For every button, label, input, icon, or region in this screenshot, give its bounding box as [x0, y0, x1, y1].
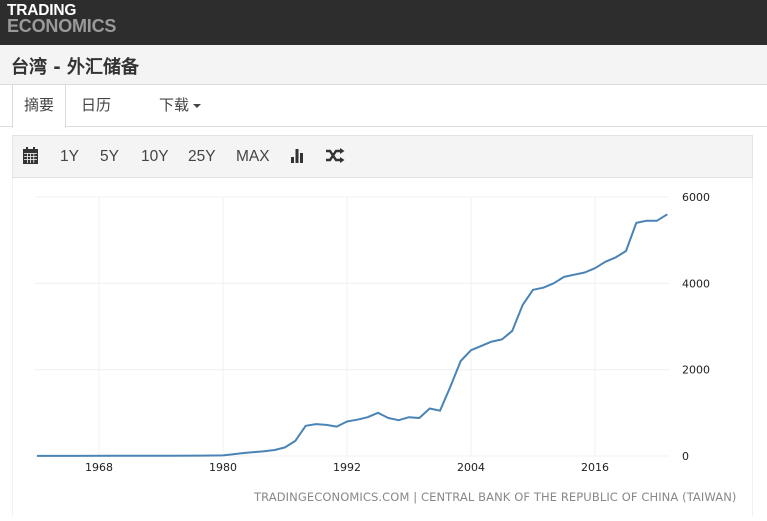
page-title: 台湾 - 外汇储备: [11, 57, 140, 78]
series-line: [37, 213, 668, 457]
compare-button[interactable]: [326, 148, 345, 164]
range-5y-button[interactable]: 5Y: [100, 148, 119, 165]
logo-line-1: TRADING: [7, 2, 77, 19]
y-tick-label: 2000: [682, 364, 710, 377]
tab-calendar-label: 日历: [81, 96, 112, 114]
logo-line-2: ECONOMICS: [7, 16, 117, 36]
shuffle-icon: [326, 148, 345, 163]
x-tick-label: 1992: [333, 461, 361, 474]
tab-summary-label: 摘要: [24, 96, 55, 114]
logo[interactable]: TRADING ECONOMICS: [7, 2, 117, 36]
x-tick-label: 2004: [457, 461, 485, 474]
calendar-icon: [23, 147, 38, 164]
bar-chart-icon: [291, 149, 303, 163]
source-attribution: TRADINGECONOMICS.COM | CENTRAL BANK OF T…: [254, 490, 737, 504]
x-tick-label: 1980: [209, 461, 237, 474]
range-25y-button[interactable]: 25Y: [188, 148, 216, 165]
x-tick-label: 1968: [85, 461, 113, 474]
y-tick-label: 4000: [682, 277, 710, 290]
title-bar: 台湾 - 外汇储备: [0, 45, 767, 85]
range-10y-button[interactable]: 10Y: [141, 148, 169, 165]
chart-toolbar: 1Y 5Y 10Y 25Y MAX: [12, 135, 753, 178]
line-chart[interactable]: 0 2000 4000 6000 1968 1980 1992 2004 2016: [13, 178, 754, 516]
tab-summary[interactable]: 摘要: [12, 85, 67, 128]
x-tick-label: 2016: [581, 461, 609, 474]
y-tick-label: 0: [682, 450, 689, 463]
top-navbar: TRADING ECONOMICS: [0, 0, 767, 45]
tab-download[interactable]: 下载: [159, 85, 202, 127]
range-1y-button[interactable]: 1Y: [60, 148, 79, 165]
tab-calendar[interactable]: 日历: [81, 85, 111, 127]
caret-down-icon: [193, 103, 202, 108]
calendar-button[interactable]: [23, 147, 38, 165]
chart-type-button[interactable]: [291, 149, 305, 165]
tab-download-label: 下载: [159, 96, 190, 114]
y-tick-label: 6000: [682, 191, 710, 204]
tab-bar: 摘要 日历 下载: [0, 85, 767, 128]
chart-container: 0 2000 4000 6000 1968 1980 1992 2004 2016: [12, 178, 753, 516]
range-max-button[interactable]: MAX: [236, 148, 270, 165]
